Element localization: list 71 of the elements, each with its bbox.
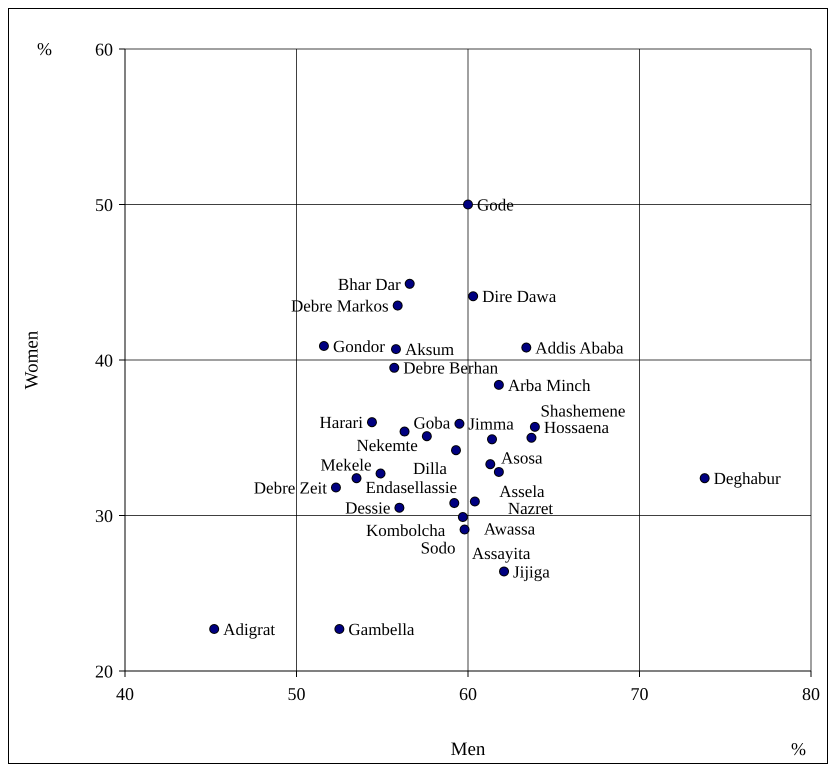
annotation: Assela — [499, 482, 546, 502]
point — [468, 291, 478, 302]
point — [486, 434, 498, 444]
point — [485, 459, 496, 470]
y-tick-label: 40 — [95, 350, 113, 370]
y-tick-label: 20 — [95, 661, 113, 682]
point — [499, 566, 510, 576]
annotation: Harari — [320, 413, 364, 432]
point — [422, 431, 432, 442]
annotation: Mekele — [320, 455, 372, 474]
annotation: Nazret — [508, 498, 554, 518]
point — [394, 502, 404, 513]
point — [392, 300, 403, 311]
annotation: Dessie — [345, 498, 390, 518]
point — [526, 432, 536, 443]
annotation: Gondor — [332, 336, 386, 356]
point — [334, 624, 344, 634]
point — [400, 426, 410, 437]
point — [390, 344, 401, 354]
y-tick-label: 50 — [95, 194, 113, 215]
annotation: Deghabur — [714, 469, 782, 488]
point — [460, 524, 470, 534]
point — [449, 498, 460, 508]
point — [404, 278, 415, 289]
point — [450, 445, 462, 456]
annotation: Aksum — [404, 340, 454, 360]
y-axis-title: Women — [22, 330, 43, 390]
annotation: Endasellassie — [366, 478, 458, 498]
annotation: Nekemte — [356, 436, 418, 456]
x-axis-title: Men — [450, 739, 486, 760]
point — [521, 342, 532, 353]
point — [530, 422, 540, 432]
point — [494, 380, 504, 390]
x-tick-label: 50 — [288, 684, 306, 704]
x-tick-label: 80 — [802, 684, 820, 704]
text: % — [791, 739, 806, 760]
annotation: Debre Zeit — [254, 478, 328, 498]
annotation: Adigrat — [223, 620, 276, 639]
point — [366, 417, 377, 428]
point — [330, 482, 341, 493]
point — [352, 473, 362, 484]
point — [494, 466, 504, 477]
x-tick-label: 60 — [459, 684, 477, 704]
point — [458, 512, 468, 522]
annotation: Sodo — [420, 538, 456, 558]
point — [470, 496, 480, 507]
annotation: Asosa — [501, 448, 544, 468]
annotation: Arba Minch — [508, 376, 591, 395]
x-tick-label: 70 — [630, 684, 648, 704]
annotation: Addis Ababa — [535, 338, 624, 358]
annotation: Dilla — [412, 459, 448, 478]
annotation: Jimma — [468, 414, 514, 434]
point — [209, 624, 220, 634]
point — [462, 199, 474, 210]
annotation: Dire Dawa — [482, 287, 557, 306]
point — [376, 468, 386, 479]
point — [389, 362, 400, 373]
y-tick-label: 30 — [95, 506, 113, 526]
x-tick-label: 40 — [116, 684, 134, 704]
point — [318, 341, 329, 352]
annotation: Assayita — [472, 544, 531, 564]
annotation: Awassa — [484, 519, 536, 538]
annotation: Goba — [414, 413, 451, 432]
point — [454, 418, 464, 429]
annotation: Kombolcha — [366, 521, 446, 540]
annotation: Gambella — [348, 620, 415, 639]
text: % — [37, 39, 52, 60]
annotation: Bhar Dar — [338, 274, 402, 294]
annotation: Jijiga — [513, 562, 550, 582]
point — [700, 473, 710, 484]
y-tick-label: 60 — [95, 39, 113, 60]
